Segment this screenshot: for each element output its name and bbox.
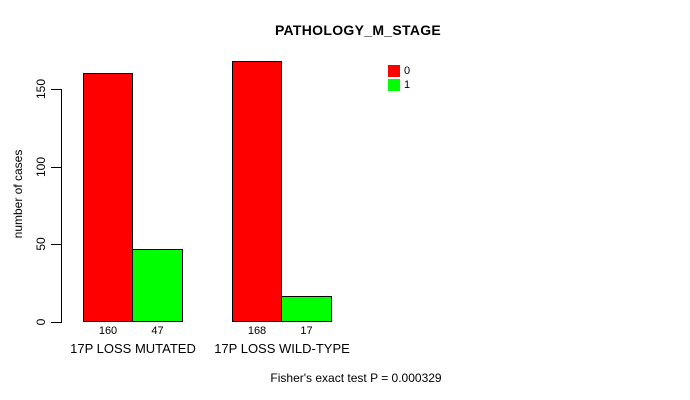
y-axis-tick-label: 100 [34, 156, 48, 178]
legend-row: 1 [388, 79, 410, 91]
legend-swatch [388, 79, 400, 91]
y-axis-tick [51, 89, 61, 90]
category-label: 17P LOSS MUTATED [70, 341, 196, 356]
bar-series-1 [281, 296, 332, 322]
y-axis-tick-label: 0 [34, 318, 48, 326]
legend-label: 1 [404, 79, 411, 91]
fisher-test-caption: Fisher's exact test P = 0.000329 [270, 371, 442, 385]
y-axis-label: number of cases [11, 149, 25, 239]
legend-label: 0 [404, 65, 411, 77]
y-axis-tick [51, 167, 61, 168]
chart-title: PATHOLOGY_M_STAGE [274, 22, 442, 38]
bar-value-label: 47 [151, 325, 164, 337]
bar-value-label: 17 [300, 325, 313, 337]
bar-value-label: 168 [247, 325, 267, 337]
category-label: 17P LOSS WILD-TYPE [214, 341, 350, 356]
legend-swatch [388, 65, 400, 77]
legend-row: 0 [388, 65, 410, 77]
y-axis-tick-label: 150 [34, 78, 48, 100]
y-axis-tick [51, 322, 61, 323]
bar-series-1 [132, 249, 183, 322]
y-axis-tick [51, 244, 61, 245]
y-axis-line [61, 89, 62, 323]
y-axis-tick-label: 50 [34, 237, 48, 251]
bar-series-0 [83, 73, 133, 322]
bar-series-0 [232, 61, 282, 322]
bar-value-label: 160 [98, 325, 118, 337]
